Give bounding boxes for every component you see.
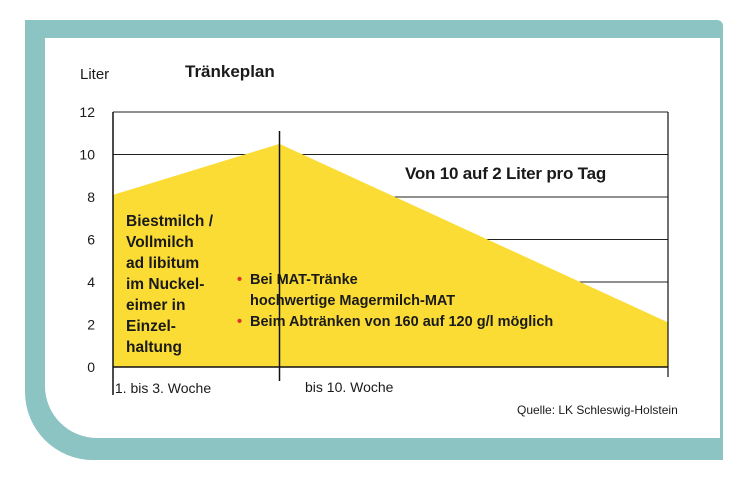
chart-title: Tränkeplan — [185, 62, 275, 81]
y-tick-label: 10 — [79, 147, 95, 163]
bullet-dot-icon: • — [237, 272, 243, 288]
chart-annotation: Von 10 auf 2 Liter pro Tag — [405, 164, 607, 183]
phase1-line: Einzel- — [126, 318, 176, 335]
bullet-item: • Beim Abtränken von 160 auf 120 g/l mög… — [237, 312, 553, 333]
y-tick-label: 4 — [87, 274, 95, 290]
phase1-line: haltung — [126, 339, 182, 356]
x-category-label: 1. bis 3. Woche — [114, 380, 212, 396]
phase1-line: Vollmilch — [126, 234, 194, 251]
y-axis-label: Liter — [80, 66, 110, 83]
y-tick-labels: 0 2 4 6 8 10 12 — [79, 104, 95, 375]
bullet-text-continued: hochwertige Magermilch-MAT — [250, 293, 456, 309]
y-tick-label: 12 — [79, 104, 95, 120]
y-tick-label: 0 — [87, 359, 95, 375]
phase1-line: im Nuckel- — [126, 276, 205, 293]
phase1-line: ad libitum — [126, 255, 200, 272]
phase1-line: eimer in — [126, 297, 186, 314]
phase1-description: Biestmilch / Vollmilch ad libitum im Nuc… — [126, 211, 218, 358]
y-tick-label: 2 — [87, 317, 95, 333]
phase1-line: Biestmilch / — [126, 213, 213, 230]
y-tick-label: 6 — [87, 232, 95, 248]
bullet-item: • Bei MAT-Tränke — [237, 270, 553, 291]
bullet-text: Bei MAT-Tränke — [250, 272, 358, 288]
axes — [112, 112, 669, 395]
y-tick-label: 8 — [87, 189, 95, 205]
bullet-list: • Bei MAT-Tränke hochwertige Magermilch-… — [237, 270, 553, 333]
volume-area — [113, 143, 668, 367]
x-category-label: bis 10. Woche — [305, 379, 394, 395]
bullet-dot-icon: • — [237, 314, 243, 330]
source-note: Quelle: LK Schleswig-Holstein — [517, 403, 678, 417]
bullet-text: Beim Abtränken von 160 auf 120 g/l mögli… — [250, 314, 554, 330]
